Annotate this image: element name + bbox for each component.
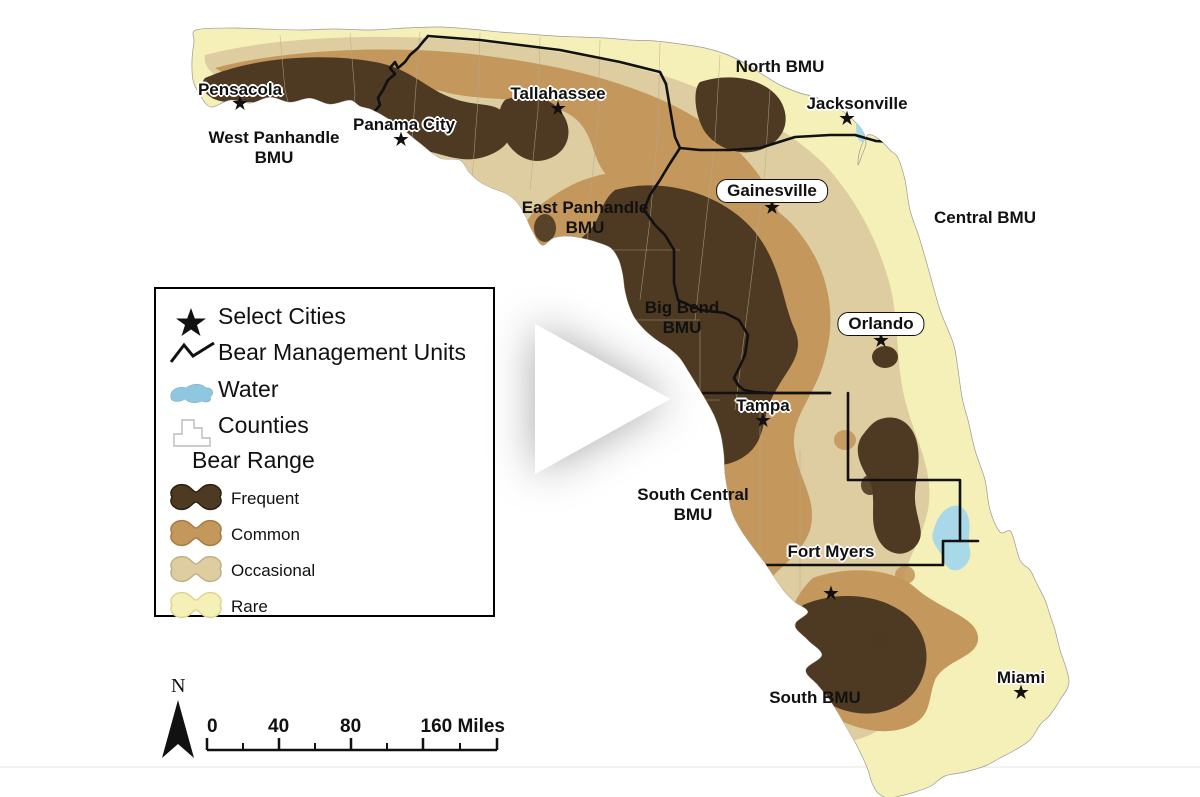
svg-text:80: 80 <box>340 718 361 737</box>
svg-text:0: 0 <box>207 718 218 737</box>
svg-text:160 Miles: 160 Miles <box>421 718 506 737</box>
svg-text:40: 40 <box>268 718 289 737</box>
